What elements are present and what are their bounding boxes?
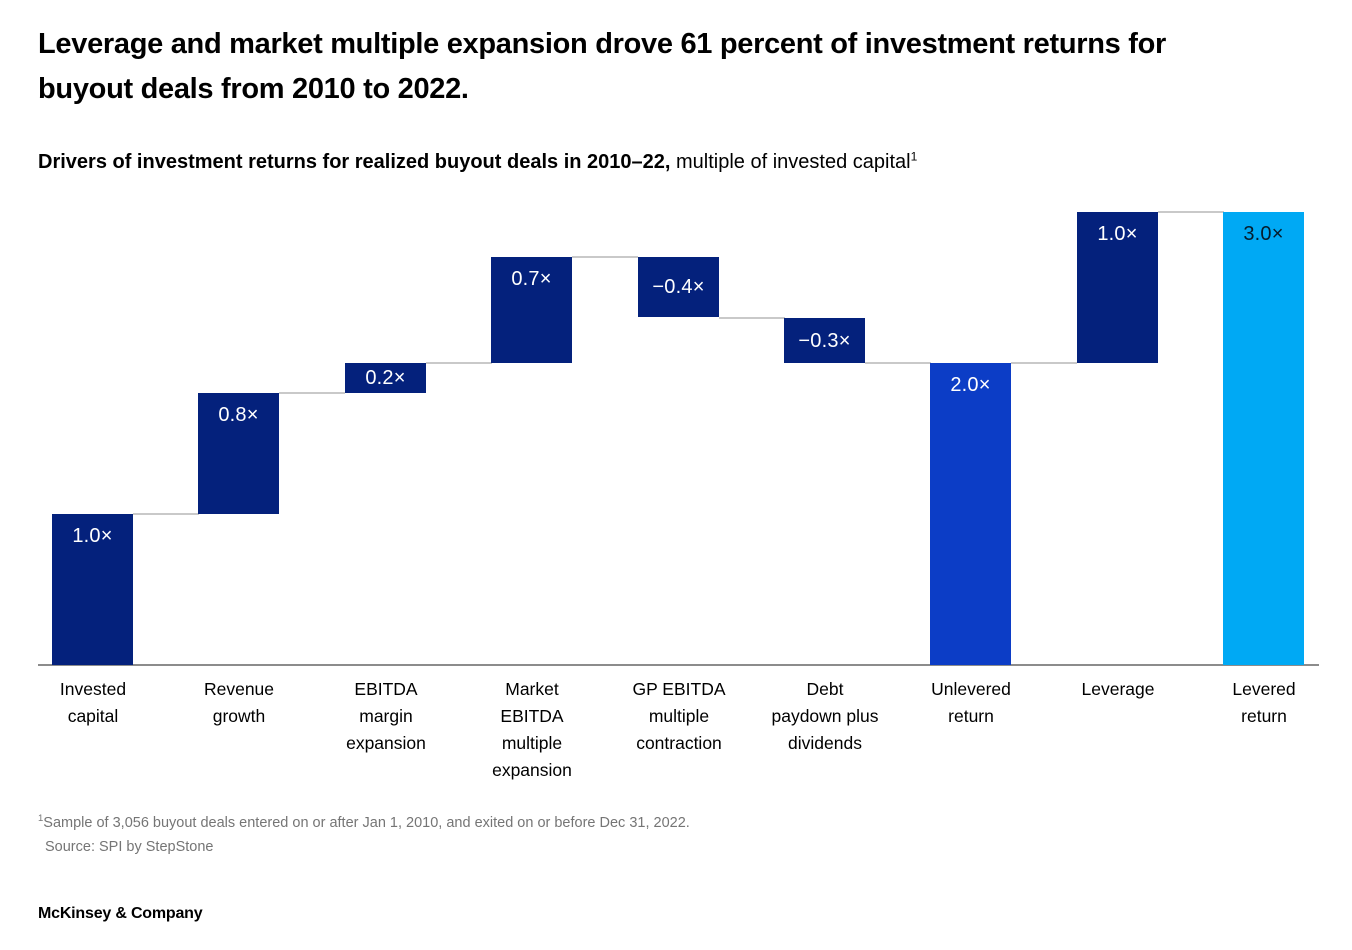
chart-subtitle: Drivers of investment returns for realiz…: [38, 148, 1318, 176]
bar-connector: [719, 317, 785, 319]
footnote-marker: 1: [38, 813, 44, 825]
waterfall-bar: −0.3×: [784, 318, 865, 363]
waterfall-bar: 0.2×: [345, 363, 426, 393]
x-axis-line: [38, 664, 1319, 666]
bar-connector: [133, 513, 199, 515]
bar-value-label: −0.4×: [652, 276, 705, 298]
category-label: GP EBITDA multiple contraction: [632, 679, 726, 753]
bar-value-label: 0.8×: [218, 404, 259, 426]
bar-connector: [1011, 362, 1077, 364]
bar-value-label: 2.0×: [950, 374, 991, 396]
category-label: Leverage: [1081, 679, 1155, 699]
bar-value-label: 0.7×: [511, 268, 552, 290]
waterfall-bar: 1.0×: [52, 514, 133, 665]
bar-connector: [865, 362, 931, 364]
waterfall-bar: 2.0×: [930, 363, 1011, 665]
category-label: Market EBITDA multiple expansion: [492, 679, 572, 780]
bar-connector: [572, 256, 638, 258]
bar-value-label: 3.0×: [1243, 223, 1284, 245]
category-label: Revenue growth: [203, 679, 275, 726]
bar-connector: [426, 362, 492, 364]
bar-connector: [279, 392, 345, 394]
footnote-sample-line: 1Sample of 3,056 buyout deals entered on…: [38, 811, 690, 835]
bar-connector: [1158, 211, 1224, 213]
category-label: Levered return: [1232, 679, 1296, 726]
category-label: Unlevered return: [931, 679, 1011, 726]
footnote-source-text: Source: SPI by StepStone: [45, 839, 214, 855]
mckinsey-wordmark: McKinsey & Company: [38, 905, 203, 922]
category-label: Debt paydown plus dividends: [771, 679, 879, 753]
waterfall-bar: 0.7×: [491, 257, 572, 363]
subtitle-footnote-marker: 1: [910, 149, 918, 164]
waterfall-bar: −0.4×: [638, 257, 719, 317]
bar-value-label: 1.0×: [1097, 223, 1138, 245]
waterfall-bar: 1.0×: [1077, 212, 1158, 363]
category-label: EBITDA margin expansion: [346, 679, 426, 753]
bar-value-label: 1.0×: [72, 525, 113, 547]
bar-value-label: 0.2×: [365, 367, 406, 389]
waterfall-bar: 3.0×: [1223, 212, 1304, 665]
category-label: Invested capital: [59, 679, 127, 726]
footnote-sample-text: Sample of 3,056 buyout deals entered on …: [43, 815, 690, 831]
subtitle-regular-text: multiple of invested capital: [670, 151, 911, 173]
bar-value-label: −0.3×: [798, 330, 851, 352]
footnote: 1Sample of 3,056 buyout deals entered on…: [38, 811, 690, 859]
page-title: Leverage and market multiple expansion d…: [38, 28, 1166, 105]
subtitle-bold-text: Drivers of investment returns for realiz…: [38, 151, 671, 173]
waterfall-bar: 0.8×: [198, 393, 279, 514]
